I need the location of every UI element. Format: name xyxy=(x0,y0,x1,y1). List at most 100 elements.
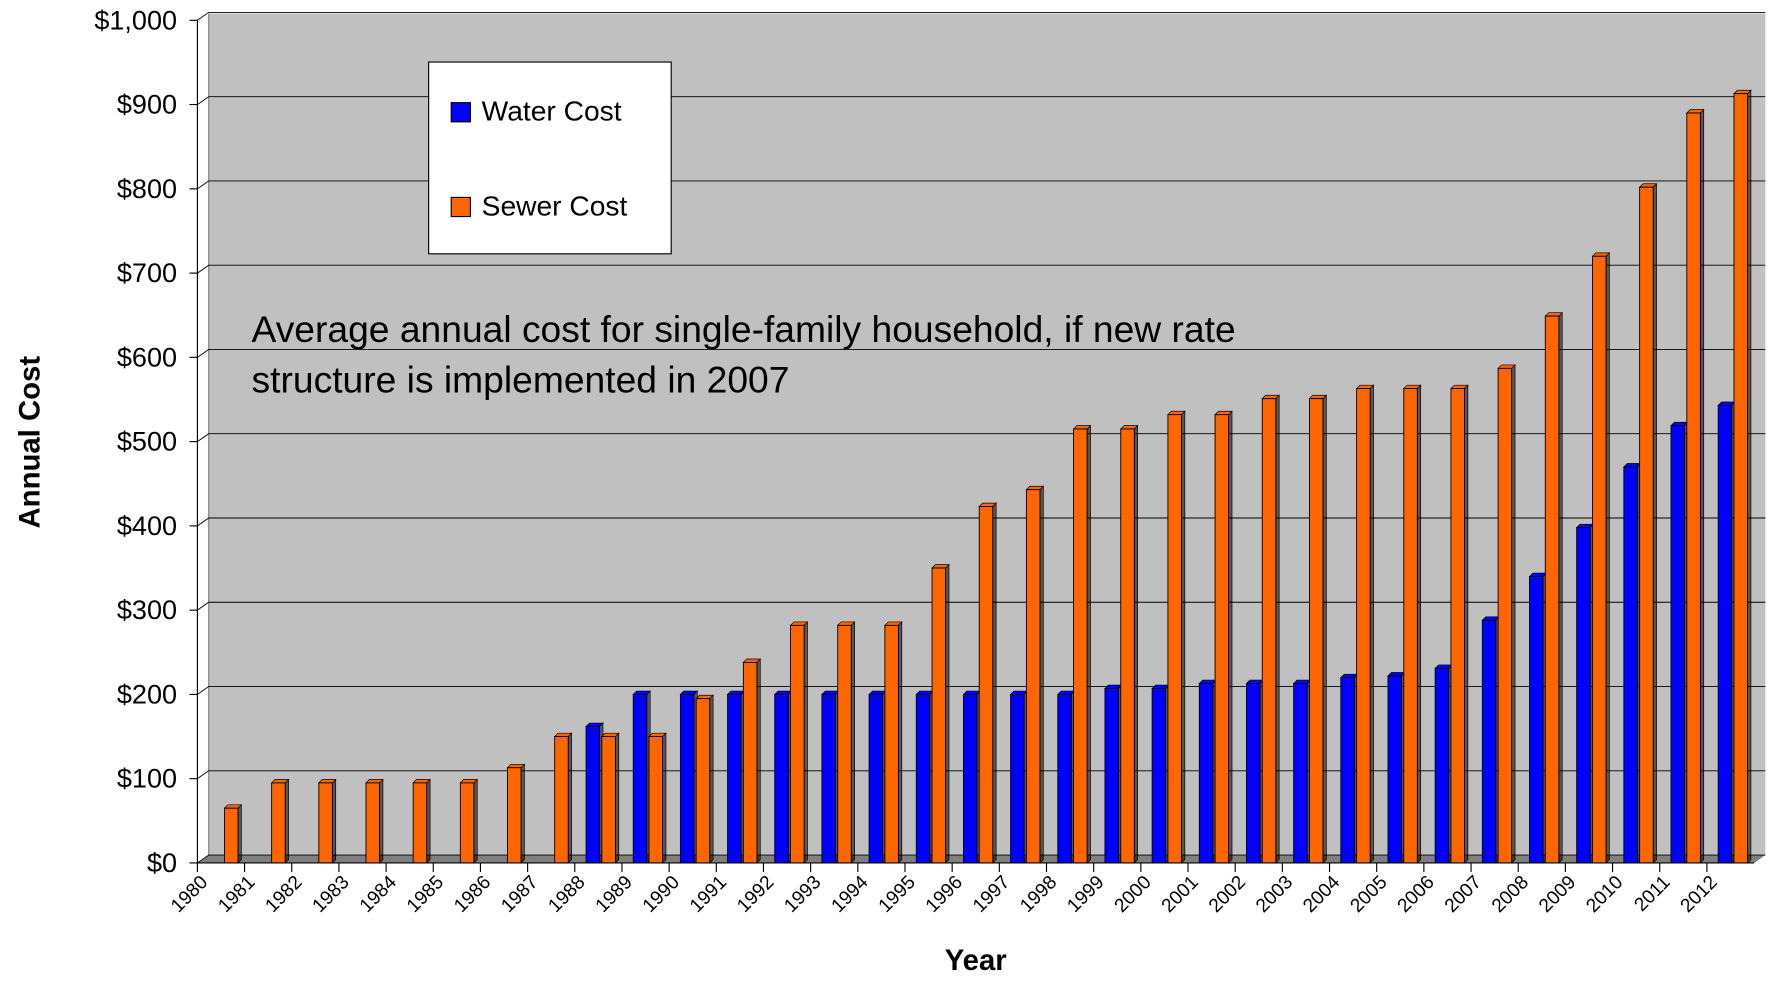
y-tick-label: $700 xyxy=(117,257,177,288)
y-tick-label: $0 xyxy=(147,847,177,878)
bar-side xyxy=(1086,424,1091,864)
y-tick-label: $800 xyxy=(117,173,177,204)
bar-top xyxy=(632,690,651,695)
bar-top xyxy=(1623,463,1642,468)
bar-side xyxy=(1322,394,1327,864)
x-tick-label: 2003 xyxy=(1252,872,1297,917)
y-axis-title: Annual Cost xyxy=(13,356,46,529)
x-tick-label: 2000 xyxy=(1111,872,1156,917)
x-tick-label: 1987 xyxy=(497,872,542,917)
bar-top xyxy=(601,732,620,737)
bar-top xyxy=(1591,252,1611,257)
bar xyxy=(365,782,380,864)
bar-side xyxy=(945,563,950,864)
bar-top xyxy=(821,690,840,695)
bar xyxy=(1120,428,1135,864)
bar-top xyxy=(648,732,667,737)
bar-side xyxy=(1228,410,1233,864)
bar-top xyxy=(1292,679,1312,684)
bar-top xyxy=(1685,109,1705,114)
bar xyxy=(742,661,758,864)
bar-top xyxy=(1575,523,1595,528)
x-tick-label: 2001 xyxy=(1158,872,1203,917)
bar-top xyxy=(1339,673,1359,678)
bar-top xyxy=(1497,364,1516,369)
bar-top xyxy=(318,779,337,784)
bar-side xyxy=(1558,311,1563,864)
bar-top xyxy=(1308,394,1328,399)
bar xyxy=(790,624,805,864)
bar-side xyxy=(756,658,761,864)
bar-side xyxy=(520,763,525,864)
y-tick-label: $900 xyxy=(117,89,177,120)
bar xyxy=(962,693,978,864)
bar xyxy=(1025,489,1041,864)
bar-side xyxy=(1511,364,1516,864)
bar xyxy=(271,782,286,864)
bar xyxy=(1639,186,1654,864)
bar-side xyxy=(237,803,242,864)
bar xyxy=(1733,93,1748,864)
grid-line xyxy=(197,517,1766,527)
bar-top xyxy=(1450,384,1469,389)
bar-side xyxy=(992,502,997,864)
bar xyxy=(1198,683,1214,864)
annotation-line: Average annual cost for single-family ho… xyxy=(252,308,1236,350)
bar-side xyxy=(1181,410,1186,864)
bar-side xyxy=(1275,394,1280,864)
y-tick-label: $300 xyxy=(117,594,177,625)
bar-top xyxy=(1198,679,1218,684)
bar xyxy=(1592,255,1607,864)
legend-label: Water Cost xyxy=(482,95,622,127)
bar-side xyxy=(567,732,572,864)
bar-side xyxy=(1369,384,1374,864)
x-tick-label: 1996 xyxy=(922,872,967,917)
bar-top xyxy=(726,690,746,695)
bar-side xyxy=(1652,182,1657,864)
bar xyxy=(1717,404,1733,864)
bar xyxy=(1167,414,1182,864)
bar-side xyxy=(379,778,384,864)
x-tick-label: 1986 xyxy=(450,872,495,917)
grid-line xyxy=(197,433,1766,442)
bar-top xyxy=(836,621,856,626)
x-tick-label: 1998 xyxy=(1016,872,1061,917)
bar xyxy=(1544,315,1560,864)
bar xyxy=(1261,398,1277,864)
bar-top xyxy=(553,732,573,737)
annotation-line: structure is implemented in 2007 xyxy=(252,359,790,401)
x-tick-label: 2011 xyxy=(1631,872,1675,916)
bar xyxy=(507,767,522,864)
bar-side xyxy=(284,778,289,864)
x-axis-title: Year xyxy=(945,944,1007,977)
bar-side xyxy=(803,621,808,864)
x-tick-label: 1991 xyxy=(686,872,731,917)
bar xyxy=(821,693,836,864)
bar-top xyxy=(223,804,243,809)
bar-side xyxy=(1133,424,1139,864)
bar-top xyxy=(585,722,604,727)
bar xyxy=(1450,388,1465,864)
bar-top xyxy=(1717,401,1736,406)
x-tick-label: 1980 xyxy=(167,872,212,917)
bar-top xyxy=(789,621,809,626)
bar xyxy=(1686,112,1701,864)
bar-top xyxy=(365,779,384,784)
y-tick-label: $1,000 xyxy=(94,4,177,35)
grid-line xyxy=(197,11,1766,21)
bar xyxy=(1356,388,1371,864)
x-tick-label: 2008 xyxy=(1488,872,1533,917)
bar xyxy=(632,693,648,864)
bar-top xyxy=(962,690,982,695)
bar-top xyxy=(1638,183,1658,188)
grid-line xyxy=(197,264,1766,274)
x-tick-label: 1989 xyxy=(592,872,637,917)
bar xyxy=(679,693,695,864)
bar-top xyxy=(773,690,793,695)
x-tick-label: 2005 xyxy=(1347,872,1392,917)
bar-side xyxy=(662,732,667,864)
bar xyxy=(648,736,664,864)
bar-top xyxy=(1261,394,1280,399)
x-tick-label: 1988 xyxy=(545,872,590,917)
x-tick-label: 2002 xyxy=(1205,872,1250,917)
